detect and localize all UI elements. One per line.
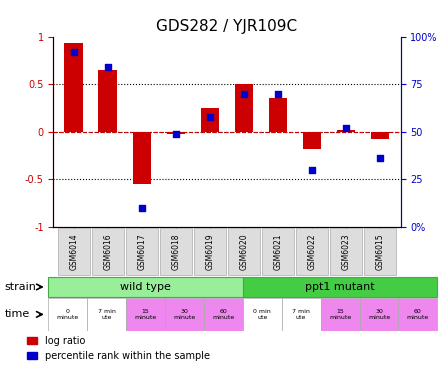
Bar <box>133 132 151 184</box>
Point <box>138 205 146 211</box>
Bar <box>337 130 356 132</box>
Bar <box>399 298 437 330</box>
Text: GSM6018: GSM6018 <box>171 234 180 270</box>
Text: 30
minute: 30 minute <box>368 309 390 320</box>
Bar <box>303 132 321 149</box>
Bar <box>126 298 165 330</box>
Text: wild type: wild type <box>120 282 171 292</box>
Text: GSM6015: GSM6015 <box>376 233 384 270</box>
Point <box>172 131 179 137</box>
Bar <box>320 298 360 330</box>
Text: 7 min
ute: 7 min ute <box>97 309 115 320</box>
Text: GSM6020: GSM6020 <box>239 233 248 270</box>
Text: 60
minute: 60 minute <box>407 309 429 320</box>
Text: 0 min
ute: 0 min ute <box>253 309 271 320</box>
Bar <box>204 298 243 330</box>
Bar <box>228 228 260 275</box>
Title: GDS282 / YJR109C: GDS282 / YJR109C <box>156 19 298 34</box>
Bar <box>58 228 90 275</box>
Bar <box>126 228 158 275</box>
Bar <box>92 228 124 275</box>
Bar <box>98 70 117 132</box>
Bar <box>194 228 226 275</box>
Text: 0
minute: 0 minute <box>57 309 79 320</box>
Text: 15
minute: 15 minute <box>134 309 157 320</box>
Bar <box>201 108 219 132</box>
Text: 7 min
ute: 7 min ute <box>292 309 310 320</box>
Point <box>206 113 214 119</box>
Text: GSM6022: GSM6022 <box>307 234 316 270</box>
Bar <box>235 84 253 132</box>
Text: GSM6023: GSM6023 <box>342 233 351 270</box>
Bar <box>282 298 320 330</box>
Bar <box>330 228 362 275</box>
Bar <box>364 228 396 275</box>
Bar <box>48 298 87 330</box>
Legend: log ratio, percentile rank within the sample: log ratio, percentile rank within the sa… <box>27 336 210 361</box>
Bar <box>243 298 282 330</box>
Bar <box>296 228 328 275</box>
Text: GSM6014: GSM6014 <box>69 233 78 270</box>
Bar <box>166 132 185 134</box>
Text: GSM6021: GSM6021 <box>274 234 283 270</box>
Text: GSM6016: GSM6016 <box>103 233 112 270</box>
Text: GSM6019: GSM6019 <box>206 233 214 270</box>
Text: GSM6017: GSM6017 <box>138 233 146 270</box>
Text: 60
minute: 60 minute <box>212 309 235 320</box>
Text: 15
minute: 15 minute <box>329 309 351 320</box>
Point <box>343 125 350 131</box>
Bar <box>160 228 192 275</box>
Text: strain: strain <box>4 282 36 292</box>
Bar <box>65 43 83 132</box>
Point <box>376 156 384 161</box>
Point <box>104 64 111 70</box>
Bar <box>269 98 287 132</box>
Text: ppt1 mutant: ppt1 mutant <box>305 282 375 292</box>
Bar <box>165 298 204 330</box>
Point <box>275 91 282 97</box>
Bar <box>243 277 437 297</box>
Text: 30
minute: 30 minute <box>173 309 195 320</box>
Bar <box>48 277 243 297</box>
Bar <box>360 298 399 330</box>
Point <box>240 91 247 97</box>
Text: time: time <box>4 309 30 320</box>
Bar <box>262 228 294 275</box>
Point <box>70 49 77 55</box>
Bar <box>87 298 126 330</box>
Bar <box>371 132 389 139</box>
Point <box>308 167 316 173</box>
